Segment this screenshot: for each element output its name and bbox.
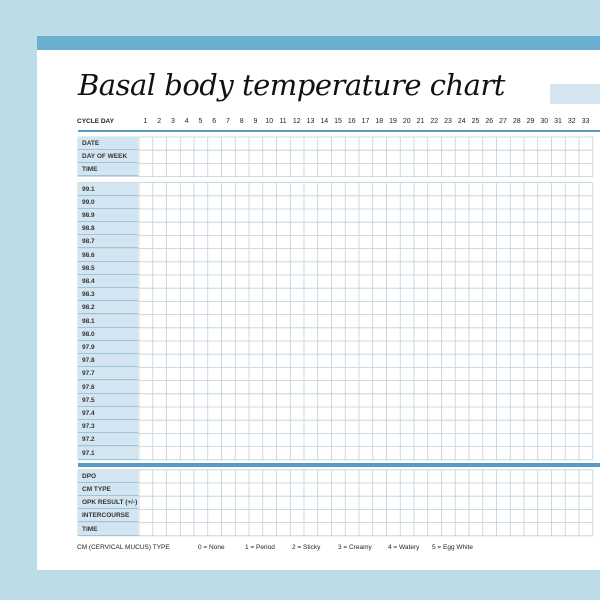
cycle-day-number: 9: [253, 118, 258, 125]
header-row-label: TIME: [78, 163, 138, 177]
name-field[interactable]: [550, 84, 600, 104]
cycle-day-number: 19: [389, 118, 397, 125]
cycle-day-number: 7: [226, 118, 230, 125]
temperature-row-label: 99.1: [78, 182, 138, 196]
temperature-row-label: 98.9: [78, 209, 138, 222]
footer-row-label: TIME: [78, 522, 138, 536]
temperature-row-label: 99.0: [78, 195, 138, 209]
cycle-day-number: 10: [265, 118, 274, 125]
legend-item: 5 = Egg White: [432, 544, 474, 551]
temperature-row-label: 98.5: [78, 261, 138, 275]
cycle-day-number: 16: [347, 118, 356, 125]
temperature-row-label: 97.7: [78, 367, 138, 381]
legend-item: 0 = None: [198, 544, 225, 551]
cycle-day-number: 17: [361, 118, 370, 125]
cycle-day-number: 31: [554, 118, 562, 125]
cycle-day-number: 8: [239, 118, 244, 125]
cycle-day-number: 22: [430, 118, 439, 125]
footer-row-label: OPK RESULT (+/-): [78, 496, 138, 510]
temperature-row-label: 97.4: [78, 407, 138, 420]
temperature-row-label: 97.6: [78, 380, 138, 394]
temperature-row-label: 97.5: [78, 393, 138, 407]
legend-item: 3 = Creamy: [338, 544, 372, 551]
cycle-day-number: 33: [581, 118, 590, 125]
footer-row-label: CM TYPE: [78, 483, 138, 496]
cycle-day-number: 5: [198, 118, 203, 125]
temperature-row-label: 98.6: [78, 248, 138, 262]
legend-item: 4 = Watery: [388, 544, 420, 551]
chart-sheet: Basal body temperature chart CYCLE DAY 1…: [37, 36, 600, 570]
cycle-day-number: 32: [567, 118, 576, 125]
cycle-day-number: 18: [375, 118, 384, 125]
section-divider: [78, 462, 600, 467]
header-row-label: DAY OF WEEK: [78, 150, 138, 164]
cycle-day-number: 6: [212, 118, 217, 125]
cycle-day-number: 14: [320, 118, 329, 125]
temperature-row-label: 97.3: [78, 420, 138, 434]
cycle-day-number: 15: [334, 118, 342, 125]
temperature-row-label: 98.4: [78, 275, 138, 288]
cycle-day-number: 11: [279, 118, 287, 125]
header-row-label: DATE: [78, 137, 138, 150]
cycle-day-number: 12: [292, 118, 301, 125]
temperature-row-label: 98.0: [78, 327, 138, 341]
temperature-row-label: 98.3: [78, 288, 138, 302]
cycle-day-number: 2: [157, 118, 162, 125]
cycle-day-number: 21: [416, 118, 425, 125]
temperature-row-label: 98.8: [78, 222, 138, 236]
temperature-row-label: 98.2: [78, 301, 138, 315]
temperature-row-label: 98.1: [78, 314, 138, 328]
legend-item: 1 = Period: [245, 544, 275, 551]
temperature-row-label: 97.9: [78, 341, 138, 354]
temperature-row-label: 97.2: [78, 433, 138, 447]
cycle-day-number: 13: [306, 118, 315, 125]
cycle-day-number: 30: [540, 118, 549, 125]
cycle-day-number: 28: [512, 118, 521, 125]
cycle-day-number: 26: [485, 118, 494, 125]
cycle-day-number: 25: [471, 118, 480, 125]
legend-item: 2 = Sticky: [292, 544, 321, 551]
tracking-grid[interactable]: [37, 36, 600, 570]
cycle-day-number: 4: [184, 118, 189, 125]
cycle-day-number: 23: [444, 118, 452, 125]
header-divider: [78, 130, 600, 132]
temperature-row-label: 98.7: [78, 235, 138, 249]
temperature-row-label: 97.8: [78, 354, 138, 368]
cycle-day-label: CYCLE DAY: [77, 118, 114, 125]
cycle-day-number: 1: [143, 118, 148, 125]
cycle-day-number: 27: [499, 118, 507, 125]
footer-row-label: INTERCOURSE: [78, 509, 138, 523]
chart-title: Basal body temperature chart: [78, 68, 505, 102]
top-accent-band: [37, 36, 600, 50]
legend-title: CM (CERVICAL MUCUS) TYPE: [77, 544, 170, 551]
cycle-day-number: 3: [171, 118, 175, 125]
cycle-day-number: 24: [457, 118, 466, 125]
footer-row-label: DPO: [78, 469, 138, 483]
temperature-row-label: 97.1: [78, 446, 138, 460]
cycle-day-number: 20: [402, 118, 411, 125]
cycle-day-number: 29: [526, 118, 535, 125]
